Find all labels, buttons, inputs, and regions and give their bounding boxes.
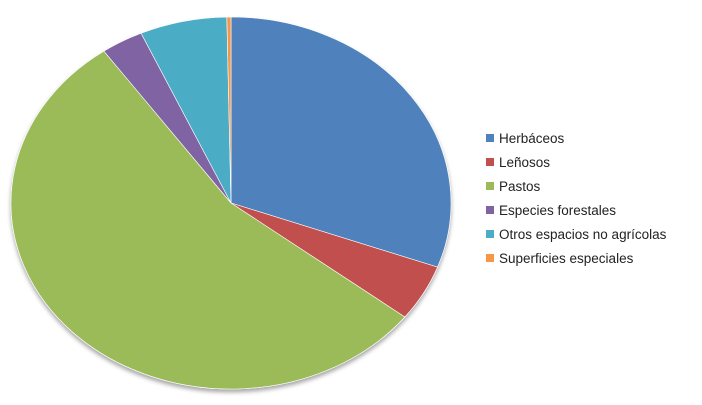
legend-label: Pastos (499, 178, 541, 194)
legend-label: Leñosos (499, 154, 551, 170)
legend-swatch (486, 182, 494, 190)
legend-item-1: Leñosos (486, 150, 666, 174)
legend-item-0: Herbáceos (486, 126, 666, 150)
legend-label: Otros espacios no agrícolas (499, 226, 667, 242)
legend-item-4: Otros espacios no agrícolas (486, 222, 666, 246)
legend-label: Especies forestales (499, 202, 617, 218)
pie-slice-5 (226, 16, 232, 204)
legend-label: Herbáceos (499, 130, 565, 146)
legend-item-5: Superficies especiales (486, 246, 666, 270)
pie-slices (10, 16, 452, 390)
legend-swatch (486, 158, 494, 166)
pie-slice-2 (10, 50, 406, 390)
legend-swatch (486, 206, 494, 214)
legend-item-2: Pastos (486, 174, 666, 198)
legend-label: Superficies especiales (499, 250, 634, 266)
legend: Herbáceos Leñosos Pastos Especies forestale… (486, 126, 666, 270)
legend-item-3: Especies forestales (486, 198, 666, 222)
legend-swatch (486, 230, 494, 238)
pie-slice-0 (230, 16, 452, 268)
legend-swatch (486, 134, 494, 142)
legend-swatch (486, 254, 494, 262)
